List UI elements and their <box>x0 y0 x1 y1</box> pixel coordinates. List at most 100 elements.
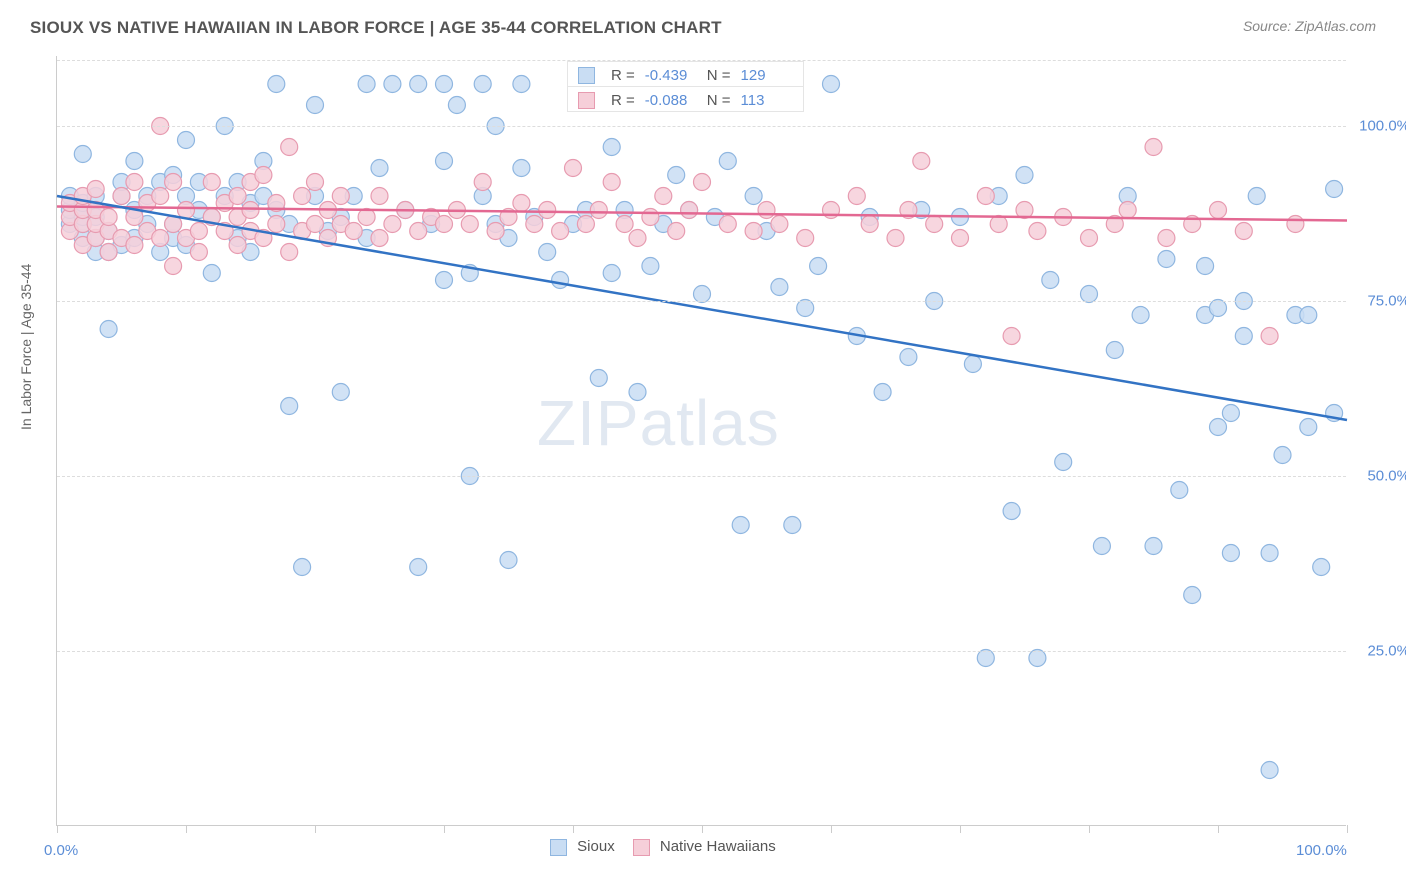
data-point <box>668 167 685 184</box>
data-point <box>539 202 556 219</box>
data-point <box>732 517 749 534</box>
n-label: N = <box>707 92 731 109</box>
data-point <box>307 97 324 114</box>
data-point <box>461 216 478 233</box>
gridline <box>57 301 1346 302</box>
data-point <box>887 230 904 247</box>
n-value-hawaiian: 113 <box>741 92 793 109</box>
data-point <box>384 76 401 93</box>
trend-line <box>57 196 1347 420</box>
data-point <box>436 153 453 170</box>
data-point <box>642 209 659 226</box>
x-tick <box>702 825 703 833</box>
legend-item-hawaiian: Native Hawaiians <box>633 838 776 856</box>
x-tick <box>57 825 58 833</box>
data-point <box>964 356 981 373</box>
data-point <box>436 76 453 93</box>
correlation-legend: R = -0.439 N = 129 R = -0.088 N = 113 <box>567 61 804 112</box>
data-point <box>474 76 491 93</box>
r-value-hawaiian: -0.088 <box>645 92 697 109</box>
data-point <box>229 188 246 205</box>
data-point <box>926 216 943 233</box>
n-value-sioux: 129 <box>741 67 793 84</box>
data-point <box>190 244 207 261</box>
data-point <box>603 265 620 282</box>
correlation-row-hawaiian: R = -0.088 N = 113 <box>568 87 803 111</box>
data-point <box>513 76 530 93</box>
data-point <box>513 160 530 177</box>
data-point <box>771 216 788 233</box>
data-point <box>603 139 620 156</box>
data-point <box>694 286 711 303</box>
data-point <box>255 167 272 184</box>
data-point <box>410 223 427 240</box>
data-point <box>1197 258 1214 275</box>
data-point <box>100 209 117 226</box>
legend-label-hawaiian: Native Hawaiians <box>660 838 776 855</box>
data-point <box>436 216 453 233</box>
data-point <box>1222 545 1239 562</box>
data-point <box>719 216 736 233</box>
data-point <box>861 216 878 233</box>
data-point <box>1132 307 1149 324</box>
data-point <box>823 76 840 93</box>
data-point <box>1158 251 1175 268</box>
x-axis-max-label: 100.0% <box>1296 842 1347 859</box>
data-point <box>655 188 672 205</box>
data-point <box>436 272 453 289</box>
data-point <box>1029 223 1046 240</box>
data-point <box>1145 538 1162 555</box>
data-point <box>745 188 762 205</box>
data-point <box>203 265 220 282</box>
data-point <box>848 188 865 205</box>
data-point <box>500 552 517 569</box>
data-point <box>913 153 930 170</box>
n-label: N = <box>707 67 731 84</box>
chart-title: SIOUX VS NATIVE HAWAIIAN IN LABOR FORCE … <box>30 18 722 38</box>
data-point <box>371 230 388 247</box>
data-point <box>113 188 130 205</box>
gridline <box>57 126 1346 127</box>
data-point <box>1300 419 1317 436</box>
data-point <box>165 258 182 275</box>
data-point <box>629 384 646 401</box>
data-point <box>1081 286 1098 303</box>
data-point <box>474 174 491 191</box>
data-point <box>694 174 711 191</box>
data-point <box>1029 650 1046 667</box>
data-point <box>1300 307 1317 324</box>
data-point <box>745 223 762 240</box>
data-point <box>552 272 569 289</box>
legend-item-sioux: Sioux <box>550 838 615 856</box>
data-point <box>307 216 324 233</box>
data-point <box>1016 167 1033 184</box>
data-point <box>281 398 298 415</box>
data-point <box>281 244 298 261</box>
data-point <box>1158 230 1175 247</box>
x-tick <box>1218 825 1219 833</box>
data-point <box>810 258 827 275</box>
data-point <box>565 160 582 177</box>
data-point <box>1145 139 1162 156</box>
data-point <box>1222 405 1239 422</box>
x-tick <box>1089 825 1090 833</box>
data-point <box>1184 587 1201 604</box>
data-point <box>190 223 207 240</box>
data-point <box>616 216 633 233</box>
data-point <box>797 230 814 247</box>
data-point <box>332 384 349 401</box>
data-point <box>152 230 169 247</box>
data-point <box>668 223 685 240</box>
data-point <box>552 223 569 240</box>
data-point <box>539 244 556 261</box>
data-point <box>371 160 388 177</box>
data-point <box>1093 538 1110 555</box>
data-point <box>126 237 143 254</box>
data-point <box>642 258 659 275</box>
data-point <box>410 559 427 576</box>
y-axis-label: In Labor Force | Age 35-44 <box>18 264 34 430</box>
data-point <box>1313 559 1330 576</box>
x-tick <box>186 825 187 833</box>
data-point <box>1081 230 1098 247</box>
y-tick-label: 75.0% <box>1350 293 1406 310</box>
